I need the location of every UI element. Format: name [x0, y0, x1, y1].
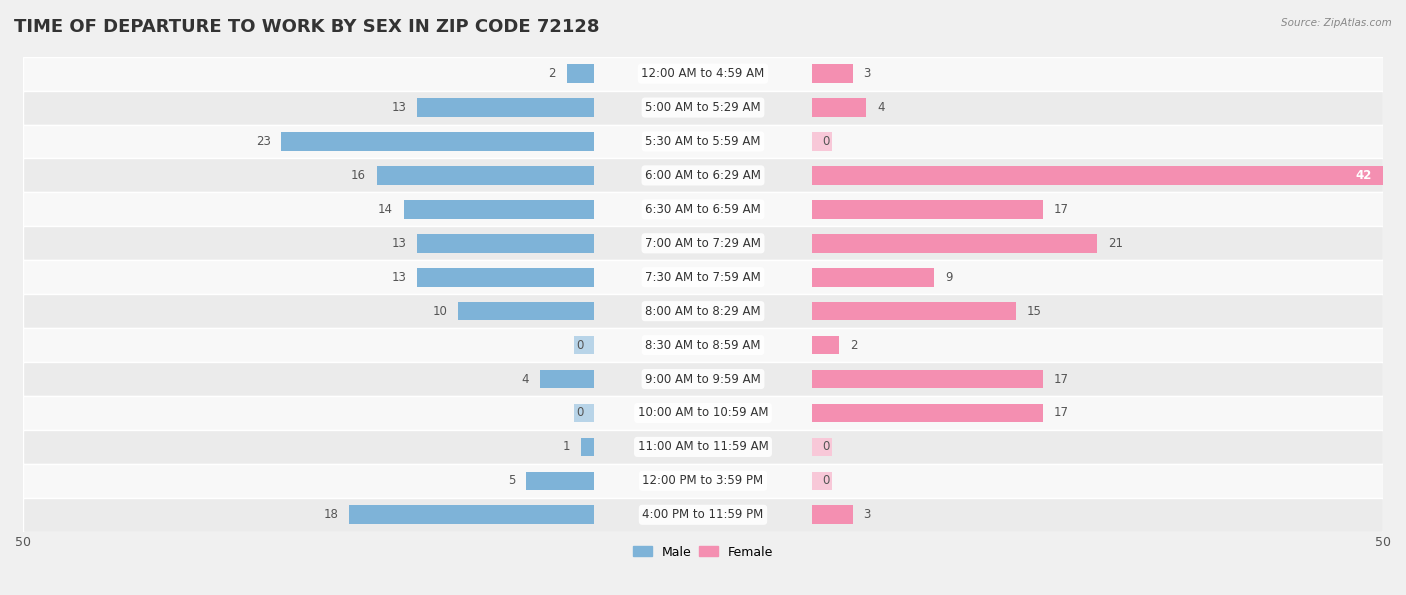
Bar — [22, 90, 1384, 124]
Text: 15: 15 — [1026, 305, 1042, 318]
Bar — [811, 98, 866, 117]
Text: 16: 16 — [350, 169, 366, 182]
Text: 8:00 AM to 8:29 AM: 8:00 AM to 8:29 AM — [645, 305, 761, 318]
Text: 10: 10 — [433, 305, 447, 318]
Text: 9:00 AM to 9:59 AM: 9:00 AM to 9:59 AM — [645, 372, 761, 386]
Text: 14: 14 — [378, 203, 392, 216]
Text: 0: 0 — [576, 339, 583, 352]
Text: 0: 0 — [576, 406, 583, 419]
Bar — [811, 302, 1015, 321]
Text: 6:00 AM to 6:29 AM: 6:00 AM to 6:29 AM — [645, 169, 761, 182]
Text: 0: 0 — [823, 135, 830, 148]
Bar — [418, 234, 595, 253]
Bar — [22, 192, 1384, 226]
Text: 13: 13 — [392, 237, 406, 250]
Text: 17: 17 — [1054, 406, 1069, 419]
Text: TIME OF DEPARTURE TO WORK BY SEX IN ZIP CODE 72128: TIME OF DEPARTURE TO WORK BY SEX IN ZIP … — [14, 18, 599, 36]
Bar — [22, 57, 1384, 90]
Bar — [22, 260, 1384, 294]
Bar — [811, 132, 832, 151]
Text: 7:00 AM to 7:29 AM: 7:00 AM to 7:29 AM — [645, 237, 761, 250]
Text: 9: 9 — [945, 271, 953, 284]
Text: 4: 4 — [522, 372, 529, 386]
Bar — [22, 464, 1384, 498]
Text: 4:00 PM to 11:59 PM: 4:00 PM to 11:59 PM — [643, 508, 763, 521]
Text: 2: 2 — [548, 67, 557, 80]
Legend: Male, Female: Male, Female — [628, 540, 778, 563]
Bar — [22, 362, 1384, 396]
Bar — [22, 430, 1384, 464]
Text: 1: 1 — [562, 440, 569, 453]
Text: 12:00 PM to 3:59 PM: 12:00 PM to 3:59 PM — [643, 474, 763, 487]
Bar — [350, 505, 595, 524]
Text: 5:30 AM to 5:59 AM: 5:30 AM to 5:59 AM — [645, 135, 761, 148]
Bar — [811, 166, 1384, 185]
Bar — [22, 226, 1384, 260]
Text: 8:30 AM to 8:59 AM: 8:30 AM to 8:59 AM — [645, 339, 761, 352]
Bar — [22, 294, 1384, 328]
Bar — [418, 98, 595, 117]
Text: 3: 3 — [863, 508, 870, 521]
Bar — [377, 166, 595, 185]
Bar — [22, 328, 1384, 362]
Bar — [811, 369, 1043, 389]
Bar — [526, 471, 595, 490]
Bar — [22, 396, 1384, 430]
Text: 23: 23 — [256, 135, 270, 148]
Text: 6:30 AM to 6:59 AM: 6:30 AM to 6:59 AM — [645, 203, 761, 216]
Bar — [22, 158, 1384, 192]
Bar — [574, 403, 595, 422]
Bar — [567, 64, 595, 83]
Text: 12:00 AM to 4:59 AM: 12:00 AM to 4:59 AM — [641, 67, 765, 80]
Bar — [811, 64, 852, 83]
Text: 17: 17 — [1054, 372, 1069, 386]
Text: 11:00 AM to 11:59 AM: 11:00 AM to 11:59 AM — [638, 440, 768, 453]
Bar — [22, 498, 1384, 532]
Text: 2: 2 — [849, 339, 858, 352]
Bar — [811, 437, 832, 456]
Text: 3: 3 — [863, 67, 870, 80]
Text: Source: ZipAtlas.com: Source: ZipAtlas.com — [1281, 18, 1392, 28]
Text: 0: 0 — [823, 474, 830, 487]
Bar — [811, 336, 839, 355]
Text: 10:00 AM to 10:59 AM: 10:00 AM to 10:59 AM — [638, 406, 768, 419]
Text: 13: 13 — [392, 101, 406, 114]
Bar — [811, 268, 934, 287]
Text: 5: 5 — [508, 474, 516, 487]
Bar — [418, 268, 595, 287]
Text: 21: 21 — [1108, 237, 1123, 250]
Text: 17: 17 — [1054, 203, 1069, 216]
Bar — [22, 124, 1384, 158]
Bar — [281, 132, 595, 151]
Bar — [581, 437, 595, 456]
Bar — [458, 302, 595, 321]
Bar — [540, 369, 595, 389]
Bar — [811, 471, 832, 490]
Bar — [574, 336, 595, 355]
Bar — [811, 505, 852, 524]
Text: 5:00 AM to 5:29 AM: 5:00 AM to 5:29 AM — [645, 101, 761, 114]
Bar — [811, 403, 1043, 422]
Bar — [811, 200, 1043, 219]
Bar — [811, 234, 1098, 253]
Text: 0: 0 — [823, 440, 830, 453]
Text: 7:30 AM to 7:59 AM: 7:30 AM to 7:59 AM — [645, 271, 761, 284]
Text: 42: 42 — [1355, 169, 1372, 182]
Text: 4: 4 — [877, 101, 884, 114]
Bar — [404, 200, 595, 219]
Text: 13: 13 — [392, 271, 406, 284]
Text: 18: 18 — [323, 508, 339, 521]
